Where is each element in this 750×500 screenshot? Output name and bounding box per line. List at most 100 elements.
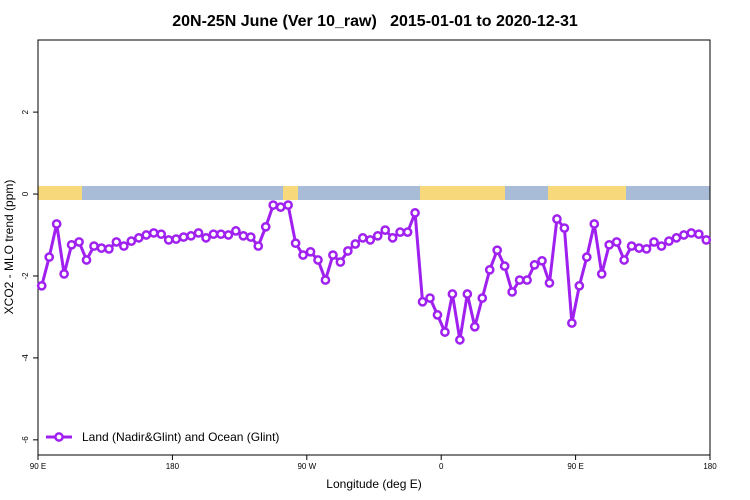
data-point <box>81 255 92 265</box>
land <box>420 186 505 200</box>
ocean-band <box>38 186 710 200</box>
data-point <box>417 296 428 307</box>
data-point <box>604 239 615 250</box>
data-point <box>626 241 637 251</box>
data-point <box>171 234 181 244</box>
data-point <box>544 278 555 288</box>
legend-label: Land (Nadir&Glint) and Ocean (Glint) <box>82 430 279 444</box>
data-point <box>372 230 383 241</box>
y-tick-label: 0 <box>21 191 30 196</box>
data-point <box>455 335 465 345</box>
y-axis-label: XCO2 - MLO trend (ppm) <box>2 180 16 315</box>
data-point <box>693 229 704 240</box>
data-point <box>260 221 271 232</box>
data-point <box>387 233 398 243</box>
data-point <box>410 208 420 218</box>
data-point <box>462 289 473 299</box>
data-point <box>44 252 55 262</box>
data-point <box>499 261 510 271</box>
data-point <box>36 280 47 291</box>
data-point <box>238 230 249 241</box>
data-point <box>567 318 577 328</box>
data-point <box>380 225 391 235</box>
data-point <box>66 239 77 250</box>
x-tick-label: 90 W <box>297 462 316 471</box>
data-point <box>156 229 167 240</box>
data-point <box>641 244 652 254</box>
data-point <box>484 264 495 275</box>
data-point <box>275 202 286 212</box>
data-point <box>589 219 600 229</box>
data-point <box>537 255 547 266</box>
data-point <box>208 229 219 240</box>
data-point <box>126 236 137 247</box>
land <box>283 186 298 200</box>
data-point <box>686 228 697 238</box>
y-tick-label: 2 <box>21 109 30 114</box>
data-point <box>216 229 226 240</box>
data-point <box>163 235 174 245</box>
data-point <box>328 250 338 260</box>
data-point <box>111 237 122 247</box>
data-point <box>343 246 353 256</box>
x-axis-label: Longitude (deg E) <box>326 477 421 491</box>
data-point <box>357 233 368 243</box>
data-point <box>514 275 525 285</box>
data-point <box>679 230 689 240</box>
data-point <box>186 230 196 241</box>
data-point <box>395 227 405 237</box>
data-point <box>469 321 480 332</box>
data-point <box>507 287 517 297</box>
x-tick-label: 180 <box>703 462 717 471</box>
data-point <box>350 239 361 249</box>
data-point <box>193 228 204 238</box>
x-tick-label: 90 E <box>567 462 583 471</box>
data-point <box>596 269 607 279</box>
data-point <box>133 233 144 243</box>
chart-title: 20N-25N June (Ver 10_raw) 2015-01-01 to … <box>172 13 578 30</box>
y-tick-label: -6 <box>21 436 30 444</box>
y-tick-label: -4 <box>21 354 30 362</box>
data-point <box>231 226 241 236</box>
data-point <box>447 289 458 299</box>
data-point <box>245 232 256 242</box>
data-point <box>335 257 346 267</box>
data-point <box>148 228 159 238</box>
x-tick-label: 180 <box>166 462 180 471</box>
data-point <box>320 275 331 285</box>
data-point <box>89 241 99 251</box>
data-point <box>522 275 532 285</box>
x-tick-label: 90 E <box>30 462 46 471</box>
data-point <box>581 252 592 262</box>
plot-frame <box>37 39 711 456</box>
data-point <box>492 245 503 256</box>
data-point <box>432 310 443 320</box>
data-point <box>283 200 293 210</box>
data-point <box>313 255 323 265</box>
data-point <box>268 200 279 210</box>
data-point <box>574 280 585 291</box>
data-point <box>201 233 211 243</box>
data-point <box>96 243 107 253</box>
legend-marker <box>54 432 64 442</box>
data-point <box>440 327 450 337</box>
data-point <box>365 235 376 245</box>
data-point <box>74 237 84 247</box>
data-point <box>425 293 435 303</box>
x-tick-label: 0 <box>439 462 444 471</box>
data-point <box>51 219 62 229</box>
data-point <box>59 269 69 279</box>
data-point <box>477 293 488 303</box>
data-point <box>298 250 308 260</box>
data-point <box>290 238 301 249</box>
data-point <box>664 236 674 247</box>
data-point <box>119 241 129 251</box>
data-point <box>649 237 659 247</box>
data-point <box>402 227 413 237</box>
data-point <box>305 246 316 257</box>
data-point <box>634 243 644 253</box>
data-point <box>178 232 189 242</box>
y-tick-label: -2 <box>21 272 30 280</box>
data-point <box>529 260 540 270</box>
